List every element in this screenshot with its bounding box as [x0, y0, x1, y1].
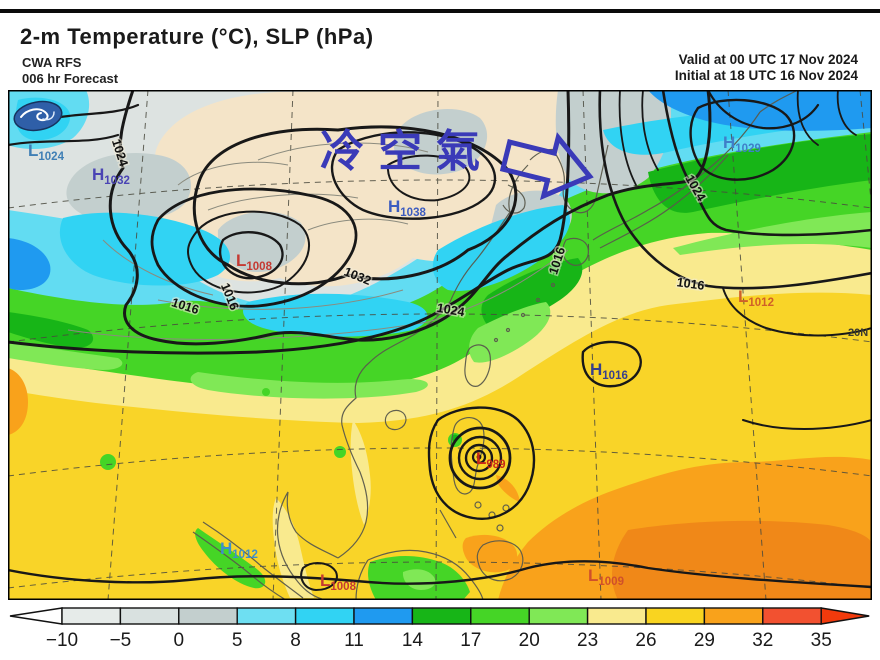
- colorbar: −10 −5 0 5 8 11 14 17 20 23 26 29 32 35: [9, 607, 870, 650]
- pressure-label-l1012: L1012: [738, 287, 774, 309]
- cold-air-annotation-group: 冷空氣: [320, 127, 594, 201]
- colorbar-left-arrow: [9, 607, 63, 625]
- initial-time: Initial at 18 UTC 16 Nov 2024: [674, 68, 858, 83]
- colorbar-tick: −10: [46, 630, 78, 650]
- colorbar-tick: 26: [635, 630, 656, 650]
- pressure-label-l1008: L1008: [320, 571, 357, 593]
- typhoon-symbol: [448, 426, 512, 490]
- colorbar-tick: 32: [752, 630, 773, 650]
- pressure-label-l989: L989: [476, 449, 506, 471]
- colorbar-segment: [762, 607, 822, 625]
- model-label: CWA RFS: [22, 55, 82, 70]
- isobars: [8, 90, 872, 591]
- pressure-labels: L1024 H1032 H1038 L1008 H1029 L1012 H1016 L989 H…: [28, 133, 774, 593]
- colorbar-segment: [470, 607, 530, 625]
- valid-time: Valid at 00 UTC 17 Nov 2024: [678, 52, 858, 67]
- colorbar-segment: [528, 607, 589, 625]
- colorbar-segments: [9, 607, 870, 625]
- pressure-label-h1012: H1012: [220, 539, 258, 561]
- lat-label-20n: 20N: [848, 327, 868, 339]
- pressure-label-l1024: L1024: [28, 141, 65, 163]
- isobar-label: 1024: [436, 301, 466, 320]
- top-rule: [0, 9, 880, 13]
- colorbar-ticks: −10 −5 0 5 8 11 14 17 20 23 26 29 32 35: [46, 630, 832, 650]
- pressure-label-l1008: L1008: [236, 251, 273, 273]
- colorbar-segment: [119, 607, 180, 625]
- colorbar-tick: 8: [290, 630, 301, 650]
- cwa-logo-icon: [13, 100, 63, 132]
- colorbar-tick: −5: [110, 630, 132, 650]
- colorbar-segment: [236, 607, 297, 625]
- pressure-label-l1009: L1009: [588, 566, 624, 588]
- isobar-label: 1016: [676, 275, 706, 293]
- colorbar-tick: 11: [344, 630, 364, 650]
- cold-air-arrow-icon: [499, 132, 594, 201]
- pressure-label-h1029: H1029: [723, 133, 761, 155]
- colorbar-tick: 0: [174, 630, 185, 650]
- coastlines: [192, 90, 799, 600]
- colorbar-tick: 17: [460, 630, 481, 650]
- colorbar-segment: [645, 607, 706, 625]
- pressure-label-h1032: H1032: [92, 165, 130, 187]
- colorbar-segment: [353, 607, 414, 625]
- colorbar-segment: [586, 607, 647, 625]
- colorbar-segment: [178, 607, 238, 625]
- colorbar-tick: 20: [519, 630, 540, 650]
- forecast-hour: 006 hr Forecast: [22, 71, 119, 86]
- colorbar-segment: [411, 607, 472, 625]
- map-border: [8, 90, 872, 600]
- pressure-label-h1038: H1038: [388, 197, 426, 219]
- colorbar-tick: 23: [577, 630, 598, 650]
- pressure-label-h1016: H1016: [590, 360, 628, 382]
- cold-air-text: 冷空氣: [320, 127, 494, 176]
- colorbar-tick: 14: [402, 630, 424, 650]
- weather-map: 冷空氣 L1024H1032H1038L1008H1029L1012H1016L…: [8, 90, 872, 600]
- colorbar-tick: 29: [694, 630, 715, 650]
- colorbar-tick: 5: [232, 630, 243, 650]
- page-title: 2-m Temperature (°C), SLP (hPa): [20, 24, 374, 49]
- colorbar-segment: [703, 607, 764, 625]
- colorbar-tick: 35: [811, 630, 832, 650]
- colorbar-segment: [294, 607, 355, 625]
- colorbar-right-arrow: [820, 607, 870, 625]
- colorbar-segment: [61, 607, 122, 625]
